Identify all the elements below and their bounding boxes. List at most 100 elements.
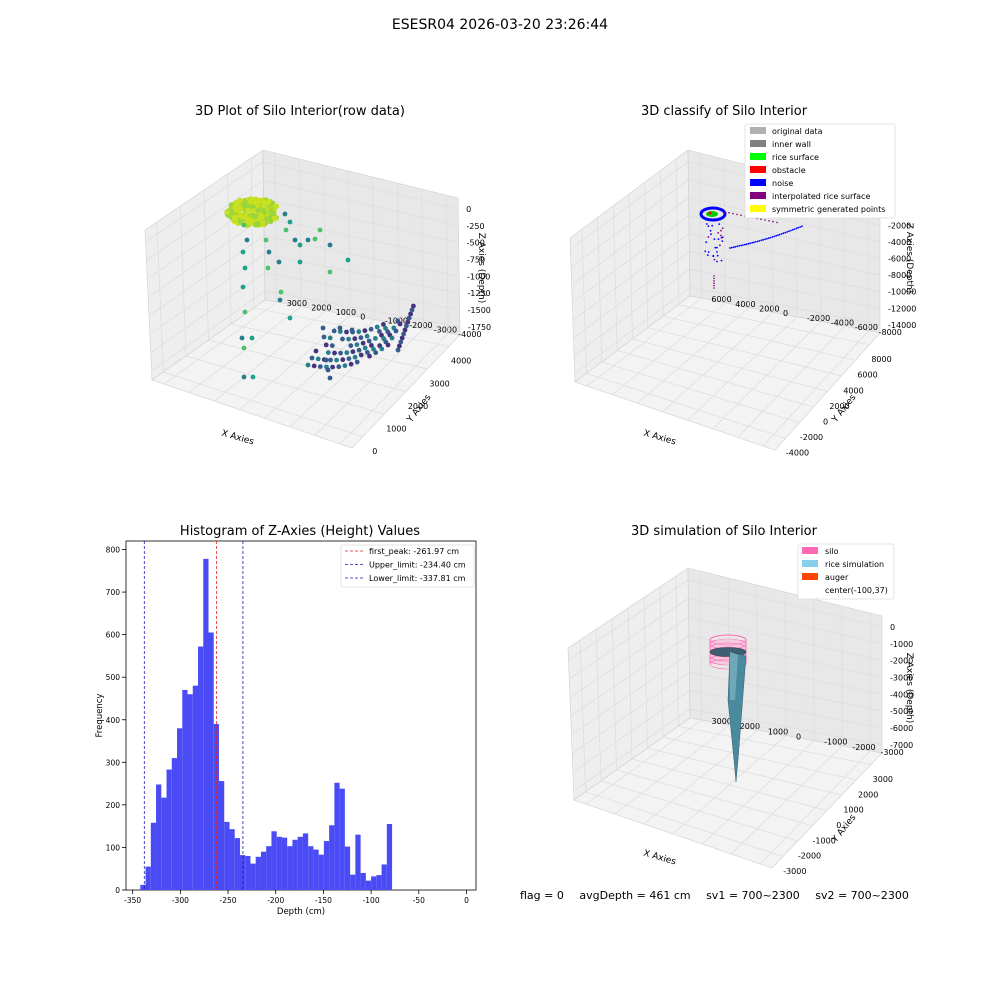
p1-point-bottom xyxy=(343,363,348,368)
p1-point-bottom xyxy=(332,351,337,356)
p2-noise-point xyxy=(708,225,710,227)
p1-point-bottom xyxy=(357,348,362,353)
p2-noise-arc xyxy=(755,241,757,243)
p3-hist-bar xyxy=(329,825,334,890)
p2-interp-point xyxy=(728,212,730,214)
p1-point-surface xyxy=(259,198,264,203)
p3-hist-bar xyxy=(151,823,156,890)
p2-interp-point xyxy=(740,214,742,216)
p3-xlabel: Depth (cm) xyxy=(277,907,325,917)
p3-hist-bar xyxy=(208,633,213,890)
p2-interp-point xyxy=(713,285,715,287)
status-sv2: sv2 = 700~2300 xyxy=(815,889,909,902)
p1-point-bottom xyxy=(356,329,361,334)
p2-noise-arc xyxy=(731,247,733,249)
p2-noise-arc xyxy=(772,236,774,238)
p2-noise-point xyxy=(721,260,723,262)
p3-ytick-label: 600 xyxy=(106,631,121,640)
p3-ytick-label: 800 xyxy=(106,546,121,555)
p2-noise-point xyxy=(718,238,720,240)
p3-hist-bar xyxy=(292,840,297,890)
panel4-title: 3D simulation of Silo Interior xyxy=(574,524,874,539)
p1-ytick-label: 1000 xyxy=(336,308,356,317)
p2-noise-point xyxy=(705,241,707,243)
p1-point-bottom xyxy=(326,350,331,355)
p2-zlabel: Z Axies (Depth) xyxy=(904,223,914,294)
p1-point-bottom xyxy=(332,329,337,334)
p3-ytick-label: 300 xyxy=(106,758,121,767)
p2-noise-arc xyxy=(773,236,775,238)
p1-point-bottom xyxy=(344,330,349,335)
p1-point-bottom xyxy=(326,368,331,373)
p2-interp-point xyxy=(713,280,715,282)
p1-point-bottom xyxy=(367,354,372,359)
p1-point-wall xyxy=(241,285,246,290)
p3-hist-bar xyxy=(182,690,187,890)
p2-noise-arc xyxy=(733,246,735,248)
p1-ztick-label: -1500 xyxy=(468,306,491,315)
p1-ytick-label: -3000 xyxy=(434,326,457,335)
p4-xtick-label: 3000 xyxy=(873,775,893,784)
p1-zlabel: Z Axies (Depth) xyxy=(476,233,486,304)
p3-hist-bar xyxy=(177,728,182,890)
p2-legend-swatch xyxy=(750,127,766,134)
p1-point-bottom xyxy=(338,326,343,331)
p4-ztick-label: -6000 xyxy=(890,724,913,733)
p1-point-wall xyxy=(284,228,289,233)
p1-point-wall xyxy=(283,212,288,217)
p2-ytick-label: 4000 xyxy=(735,300,755,309)
p2-noise-arc xyxy=(764,238,766,240)
p1-point-bottom xyxy=(336,364,341,369)
p3-hist-bar xyxy=(266,846,271,890)
p2-noise-point xyxy=(717,232,719,234)
p1-point-wall xyxy=(288,220,293,225)
p4-ytick-label: 3000 xyxy=(712,717,732,726)
p3-hist-bar xyxy=(282,838,287,890)
p1-point-surface xyxy=(266,199,271,204)
p2-ytick-label: -2000 xyxy=(807,314,830,323)
p2-noise-arc xyxy=(777,234,779,236)
p1-point-bottom xyxy=(328,358,333,363)
p2-xlabel: X Axies xyxy=(642,429,677,448)
p4-legend-swatch xyxy=(802,560,818,567)
p3-hist-bar xyxy=(376,875,381,890)
p2-noise-arc xyxy=(781,233,783,235)
p3-hist-bar xyxy=(287,846,292,890)
p1-point-bottom xyxy=(355,342,360,347)
p3-hist-bar xyxy=(172,758,177,890)
p1-point-wall xyxy=(241,250,246,255)
p2-noise-arc xyxy=(786,231,788,233)
p2-noise-arc xyxy=(749,242,751,244)
p2-noise-point xyxy=(718,223,720,225)
p4-ztick-label: 0 xyxy=(890,623,895,632)
p3-xtick-label: -150 xyxy=(315,896,332,905)
p1-point-bottom xyxy=(312,364,317,369)
p2-noise-arc xyxy=(766,238,768,240)
panel2-title: 3D classify of Silo Interior xyxy=(574,104,874,119)
p3-hist-bar xyxy=(193,686,198,890)
status-avg-depth: avgDepth = 461 cm xyxy=(579,889,690,902)
p1-point-bottom xyxy=(306,363,311,368)
p1-point-bottom xyxy=(350,328,355,333)
p1-ztick-label: -250 xyxy=(466,222,484,231)
p1-point-wall xyxy=(267,250,272,255)
p1-point-bottom xyxy=(411,304,416,309)
p2-noise-arc xyxy=(742,244,744,246)
p1-point-wall xyxy=(277,260,282,265)
p2-noise-arc xyxy=(746,243,748,245)
p4-ytick-label: -2000 xyxy=(852,743,875,752)
p1-point-surface xyxy=(261,208,266,213)
p1-point-bottom xyxy=(328,336,333,341)
p3-hist-bar xyxy=(146,867,151,890)
p4-ytick-label: 2000 xyxy=(740,722,760,731)
p3-hist-bar xyxy=(387,824,392,890)
p3-hist-bar xyxy=(277,837,282,890)
p1-point-wall xyxy=(346,258,351,263)
p3-ytick-label: 100 xyxy=(106,843,121,852)
p2-noise-arc xyxy=(790,230,792,232)
p2-noise-point xyxy=(707,254,709,256)
p1-point-bottom xyxy=(363,328,368,333)
p2-noise-arc xyxy=(792,229,794,231)
p1-point-surface xyxy=(260,220,265,225)
p1-point-wall xyxy=(242,375,247,380)
